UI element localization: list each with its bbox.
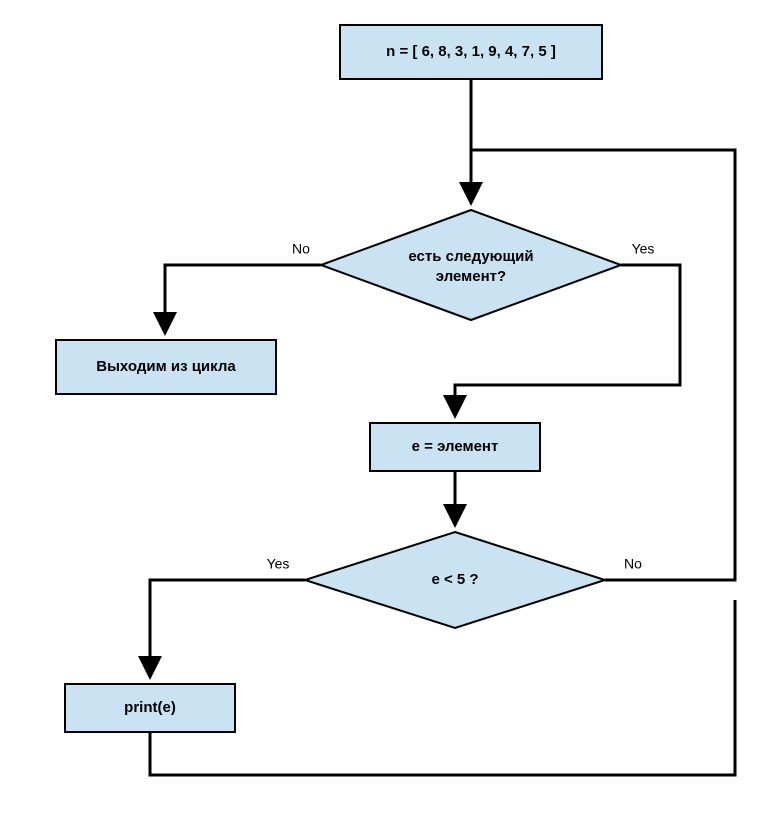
edge-d2-loop <box>471 150 735 580</box>
node-check-e: e < 5 ? <box>305 532 605 628</box>
node-check-e-label: e < 5 ? <box>431 571 478 588</box>
node-has-next: есть следующий элемент? <box>321 210 621 320</box>
label-no-1: No <box>292 241 310 257</box>
label-no-2: No <box>624 556 642 572</box>
label-yes-2: Yes <box>267 556 290 572</box>
node-print: print(e) <box>65 684 235 732</box>
edge-d2-n4 <box>150 580 305 674</box>
node-has-next-label2: элемент? <box>436 268 506 285</box>
edge-n4-loop <box>150 600 735 775</box>
node-assign-e-label: e = элемент <box>412 438 499 455</box>
node-assign-e: e = элемент <box>370 423 540 471</box>
node-init: n = [ 6, 8, 3, 1, 9, 4, 7, 5 ] <box>340 25 602 79</box>
node-exit-loop-label: Выходим из цикла <box>96 358 236 375</box>
node-init-label: n = [ 6, 8, 3, 1, 9, 4, 7, 5 ] <box>386 43 556 60</box>
edge-d1-n2 <box>165 265 321 330</box>
node-exit-loop: Выходим из цикла <box>56 340 276 394</box>
node-print-label: print(e) <box>124 699 176 716</box>
label-yes-1: Yes <box>632 241 655 257</box>
node-has-next-label1: есть следующий <box>408 248 533 265</box>
